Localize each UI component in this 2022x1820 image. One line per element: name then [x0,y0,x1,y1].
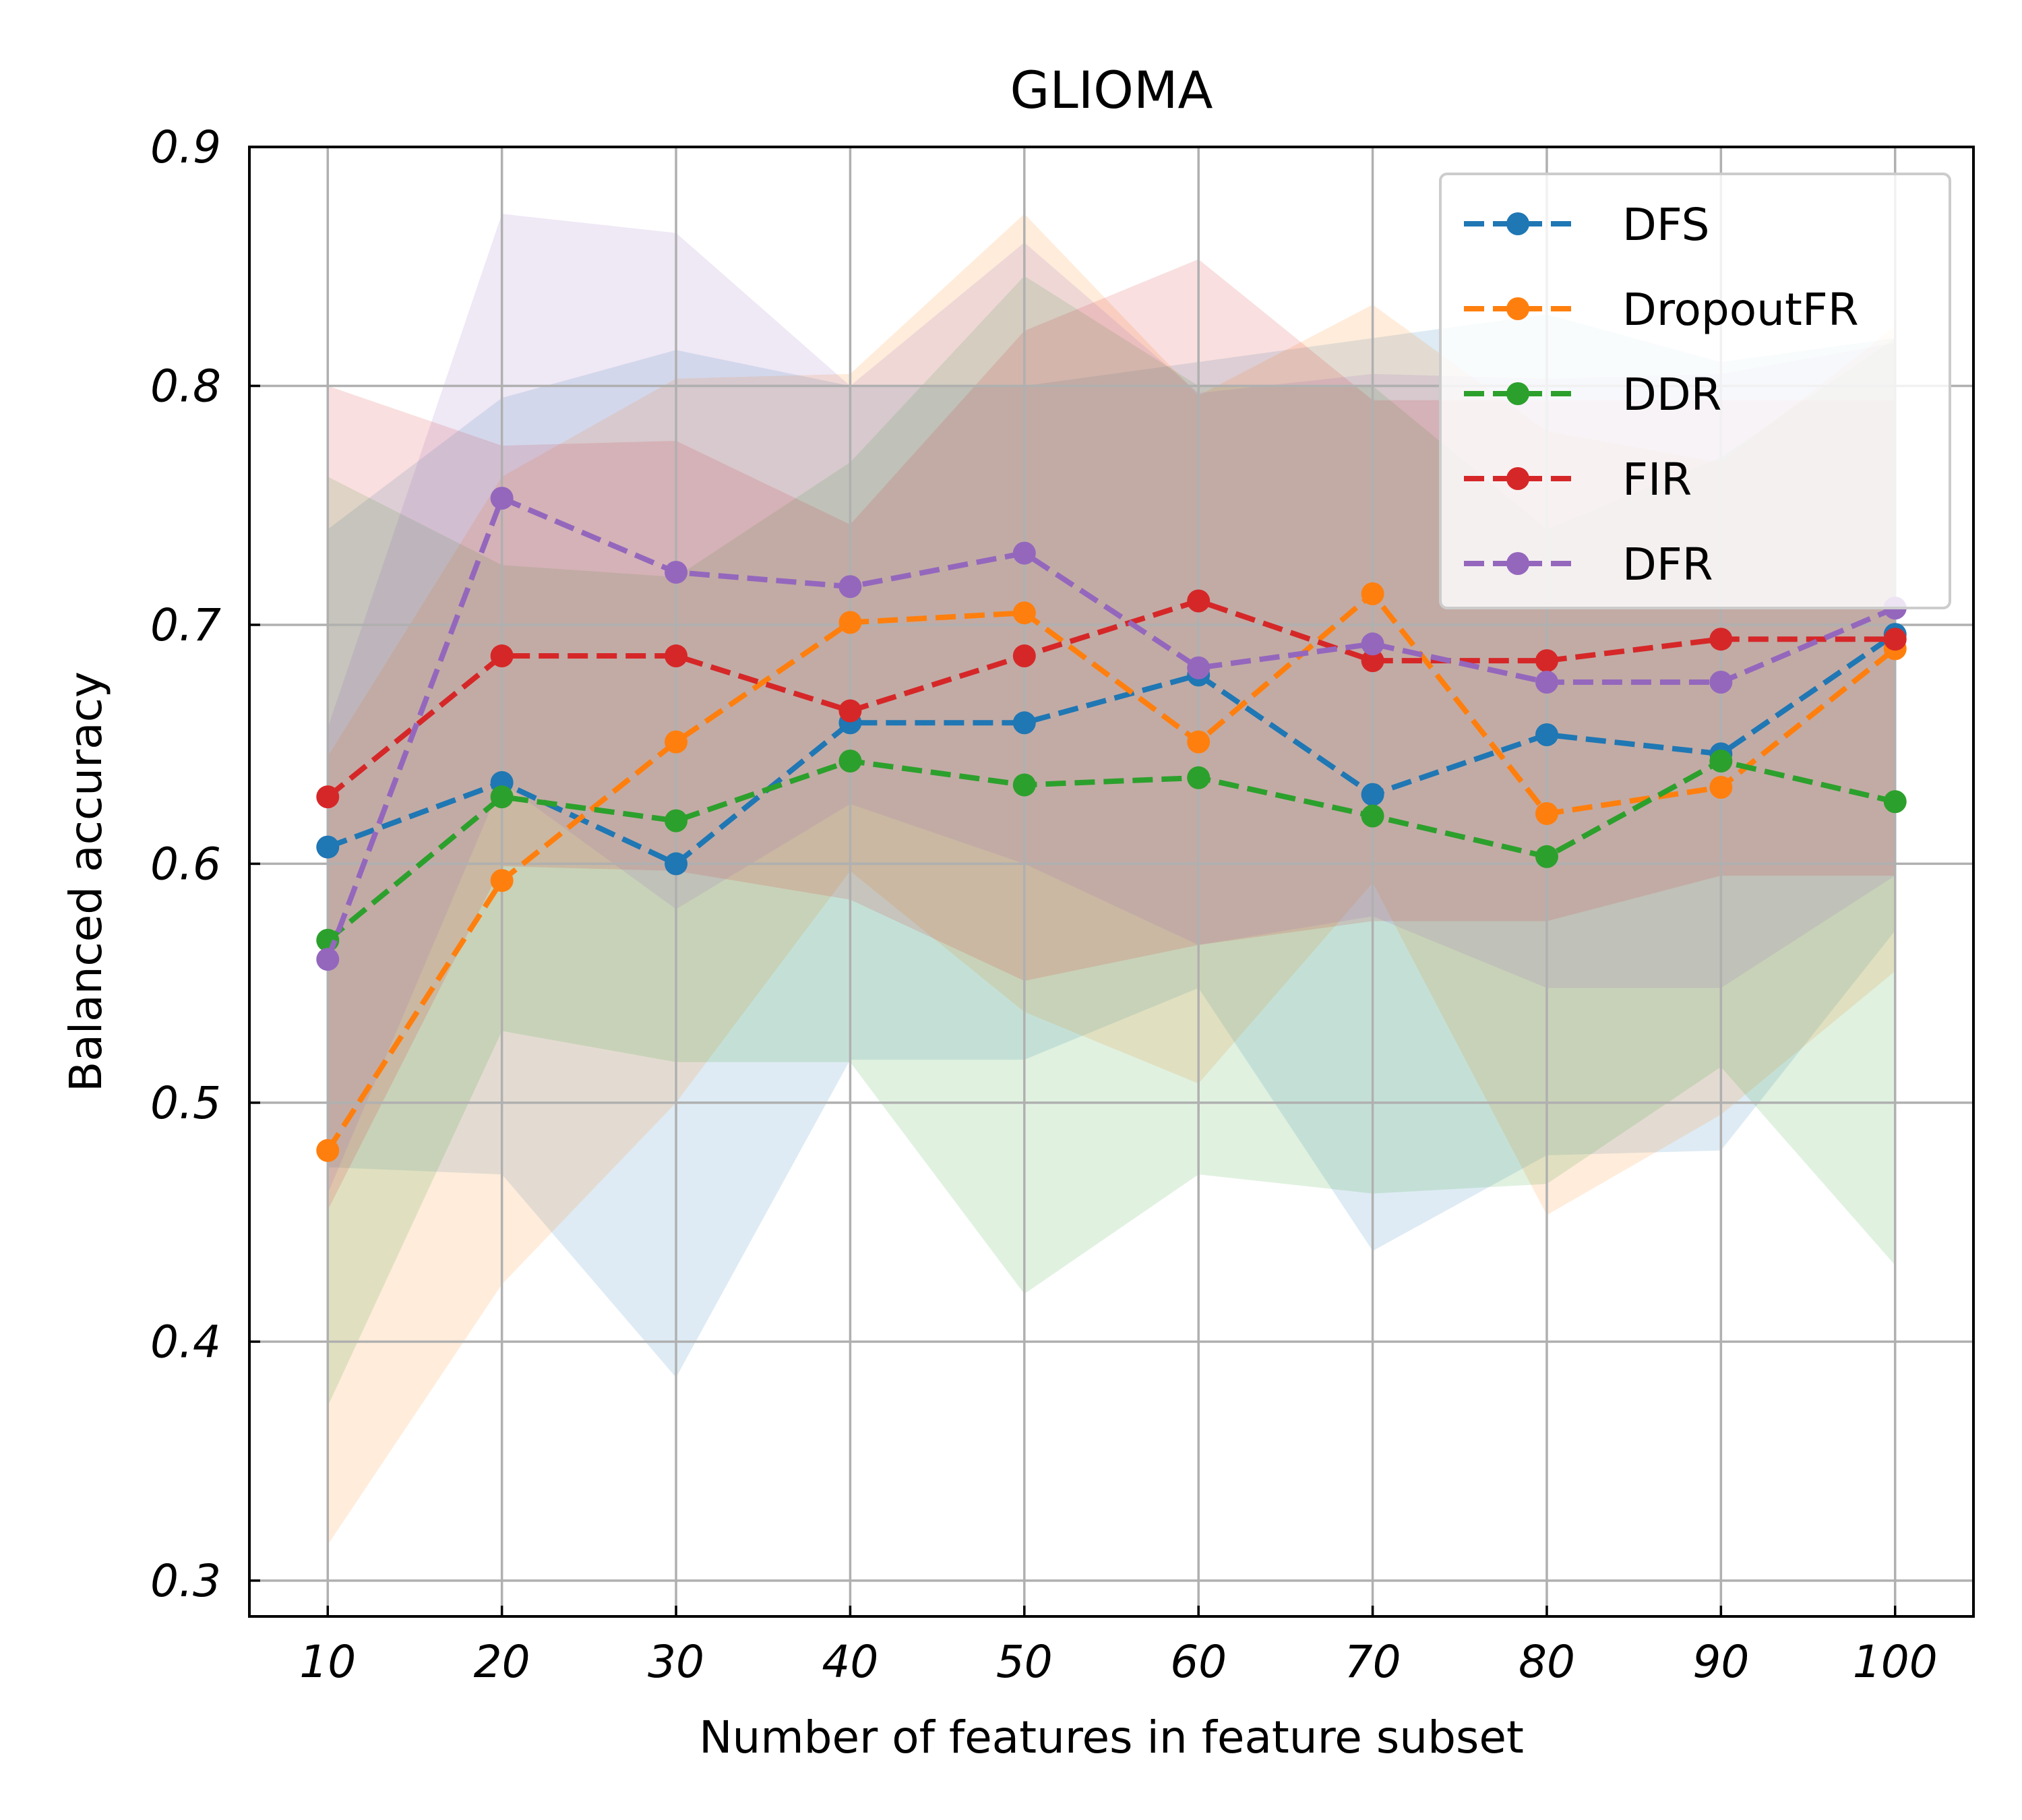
point-fir [1535,649,1558,673]
series-ddr [316,749,1907,952]
point-ddr [1883,790,1907,814]
series-fir [316,589,1907,809]
point-dropoutfr [1535,801,1558,825]
point-dfr [665,560,688,584]
line-dfr [325,495,1897,961]
point-dropoutfr [316,1139,340,1162]
point-dfr [1187,656,1211,679]
chart-title: GLIOMA [1010,60,1213,120]
point-fir [1883,628,1907,651]
legend-swatch-marker [1506,212,1529,235]
y-axis-label: Balanced accuracy [60,671,112,1092]
point-ddr [1709,749,1733,772]
point-dropoutfr [1709,775,1733,799]
legend-item-dfs: DFS [1464,199,1710,251]
point-dfr [1535,671,1558,694]
point-ddr [1361,804,1384,828]
legend-label: FIR [1622,454,1692,506]
x-tick-label: 90 [1692,1636,1749,1688]
legend-box [1439,173,1951,609]
point-dfr [1709,671,1733,694]
legend: DFS DropoutFR DDR FIR DFR [1439,173,1951,609]
y-tick-label: 0.3 [150,1555,221,1607]
point-dropoutfr [1012,601,1036,625]
point-dfr [490,487,514,510]
axis-ticks [249,146,1897,1616]
point-ddr [1535,845,1558,868]
point-dfs [316,835,340,859]
x-tick-label: 10 [299,1636,356,1688]
x-tick-label: 20 [474,1636,530,1688]
point-fir [1187,589,1211,613]
y-tick-label: 0.4 [150,1316,221,1368]
y-tick-label: 0.9 [150,121,221,173]
line-dfs [326,632,1897,867]
line-fir [326,598,1895,799]
x-tick-label: 100 [1853,1636,1938,1688]
x-axis-label: Number of features in feature subset [699,1711,1524,1763]
point-dfr [316,948,340,971]
legend-item-fir: FIR [1464,454,1692,506]
legend-swatch-marker [1506,297,1529,320]
point-dfs [1012,711,1036,735]
line-dropoutfr [325,590,1897,1152]
legend-label: DFR [1622,539,1713,590]
point-ddr [665,809,688,832]
legend-swatch-marker [1506,467,1529,490]
legend-swatch-marker [1506,552,1529,575]
point-dfr [1012,541,1036,565]
x-tick-label: 80 [1519,1636,1575,1688]
axis-tick-labels: 10 20 30 40 50 60 70 80 90 100 0.3 0.4 0.5 0.6 0.7 0.8 0… [150,121,1938,1688]
line-ddr [326,758,1896,942]
point-fir [316,785,340,809]
point-ddr [838,749,862,772]
point-fir [1361,649,1384,673]
point-dfs [1535,723,1558,746]
legend-item-ddr: DDR [1464,369,1722,421]
legend-item-dfr: DFR [1464,539,1713,590]
point-dfr [838,575,862,599]
point-dfs [1361,783,1384,806]
point-dropoutfr [665,730,688,754]
y-tick-label: 0.8 [150,360,221,412]
y-tick-label: 0.5 [150,1077,221,1129]
point-dfr [1361,632,1384,656]
point-fir [1709,628,1733,651]
y-tick-label: 0.6 [150,838,221,890]
y-tick-label: 0.7 [150,599,221,651]
legend-label: DDR [1622,369,1722,421]
legend-label: DropoutFR [1622,284,1859,336]
x-tick-label: 40 [822,1636,878,1688]
x-tick-label: 70 [1345,1636,1401,1688]
point-dropoutfr [838,611,862,634]
series-lines [316,487,1907,1162]
point-fir [490,644,514,668]
legend-item-dropoutfr: DropoutFR [1464,284,1859,336]
legend-swatch-marker [1506,382,1529,405]
series-dfr [316,487,1907,971]
point-fir [665,644,688,668]
point-dfs [665,852,688,876]
x-tick-label: 60 [1170,1636,1227,1688]
x-tick-label: 30 [648,1636,704,1688]
point-ddr [1187,766,1211,789]
plot-area-frame [248,146,1975,1618]
point-dropoutfr [1187,730,1211,754]
point-dropoutfr [1361,582,1384,605]
point-ddr [1012,773,1036,797]
point-fir [1012,644,1036,668]
point-dropoutfr [490,869,514,892]
legend-label: DFS [1622,199,1710,251]
point-ddr [490,785,514,809]
point-fir [838,699,862,723]
x-tick-label: 50 [996,1636,1053,1688]
